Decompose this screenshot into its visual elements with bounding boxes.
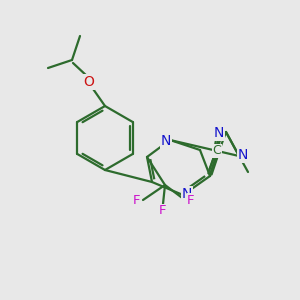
Text: N: N <box>238 148 248 162</box>
Text: F: F <box>187 194 195 206</box>
Text: N: N <box>182 187 192 201</box>
Text: N: N <box>214 126 224 140</box>
Text: F: F <box>159 205 167 218</box>
Text: F: F <box>133 194 141 206</box>
Text: O: O <box>84 75 94 89</box>
Text: N: N <box>161 134 171 148</box>
Text: C: C <box>213 145 221 158</box>
